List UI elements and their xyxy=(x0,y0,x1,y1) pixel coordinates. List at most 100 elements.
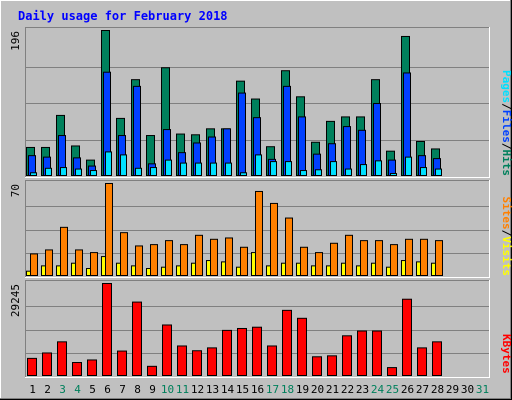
x-tick-label: 28 xyxy=(431,383,444,396)
bar-sites xyxy=(405,238,413,277)
x-tick-label: 12 xyxy=(191,383,204,396)
x-tick-label: 7 xyxy=(119,383,126,396)
y-axis-label: Sites/Visits xyxy=(500,197,512,277)
x-tick-label: 15 xyxy=(236,383,249,396)
bar-kbytes xyxy=(207,347,217,377)
y-axis-label-part: Pages xyxy=(500,70,512,103)
y-axis-label-part: / xyxy=(500,103,512,110)
bar-pages xyxy=(180,162,187,177)
bar-sites xyxy=(375,240,383,276)
y-axis-label: Pages/Files/Hits xyxy=(500,70,512,176)
bar-kbytes xyxy=(87,359,97,376)
bar-pages xyxy=(225,162,232,177)
panel-kbytes: 29245 KBytes xyxy=(9,280,512,378)
bar-pages xyxy=(165,159,172,176)
bar-kbytes xyxy=(297,317,307,377)
bar-kbytes xyxy=(432,341,442,377)
bar-pages xyxy=(60,167,67,176)
bar-pages xyxy=(330,161,337,176)
x-tick-label: 11 xyxy=(176,383,189,396)
bar-sites xyxy=(60,226,68,276)
bar-pages xyxy=(120,154,127,177)
bar-files xyxy=(133,85,141,176)
x-tick-label: 14 xyxy=(221,383,235,396)
bar-pages xyxy=(135,167,142,176)
bar-pages xyxy=(195,162,202,177)
x-tick-label: 23 xyxy=(356,383,369,396)
bar-sites xyxy=(240,246,248,276)
bar-sites xyxy=(165,240,173,276)
bar-sites xyxy=(180,244,188,277)
bar-sites xyxy=(435,240,443,276)
bar-pages xyxy=(390,173,397,176)
bar-sites xyxy=(120,232,128,277)
bar-sites xyxy=(255,190,263,277)
x-tick-label: 21 xyxy=(326,383,339,396)
bar-kbytes xyxy=(327,355,337,377)
bar-pages xyxy=(420,167,427,176)
panel-sites-visits: 70 Sites/Visits xyxy=(9,180,512,278)
bar-sites xyxy=(285,217,293,277)
bar-kbytes xyxy=(402,298,412,376)
x-tick-label: 24 xyxy=(371,383,385,396)
bar-pages xyxy=(255,154,262,177)
x-tick-label: 1 xyxy=(29,383,36,396)
x-tick-label: 18 xyxy=(281,383,294,396)
bar-pages xyxy=(45,167,52,176)
bar-kbytes xyxy=(162,324,172,376)
bar-kbytes xyxy=(42,352,52,377)
bar-sites xyxy=(300,246,308,276)
x-tick-label: 13 xyxy=(206,383,219,396)
y-axis-label-part: Hits xyxy=(500,150,512,177)
bar-pages xyxy=(375,160,382,177)
bar-sites xyxy=(420,238,428,277)
x-tick-label: 30 xyxy=(461,383,474,396)
bar-pages xyxy=(300,170,307,177)
x-tick-label: 17 xyxy=(266,383,279,396)
x-tick-label: 3 xyxy=(59,383,66,396)
y-axis-label-part: Visits xyxy=(500,236,512,276)
bar-kbytes xyxy=(57,341,67,377)
bar-kbytes xyxy=(177,345,187,377)
chart-title: Daily usage for February 2018 xyxy=(18,9,228,23)
bar-kbytes xyxy=(387,367,397,377)
x-tick-label: 25 xyxy=(386,383,399,396)
bar-kbytes xyxy=(27,357,37,376)
bar-kbytes xyxy=(252,326,262,377)
bar-kbytes xyxy=(342,335,352,376)
x-tick-label: 6 xyxy=(104,383,111,396)
bar-pages xyxy=(345,168,352,177)
bar-pages xyxy=(75,168,82,177)
bar-pages xyxy=(240,172,247,177)
bar-sites xyxy=(75,249,83,277)
bar-pages xyxy=(105,151,112,176)
bar-sites xyxy=(90,252,98,276)
bar-kbytes xyxy=(222,329,232,377)
x-tick-label: 26 xyxy=(401,383,414,396)
x-tick-label: 9 xyxy=(149,383,156,396)
x-tick-label: 27 xyxy=(416,383,429,396)
bar-kbytes xyxy=(192,350,202,377)
bar-kbytes xyxy=(282,309,292,376)
x-tick-label: 10 xyxy=(161,383,174,396)
bar-pages xyxy=(30,172,37,177)
x-tick-label: 16 xyxy=(251,383,264,396)
bar-kbytes xyxy=(267,345,277,377)
bar-sites xyxy=(210,238,218,277)
bar-pages xyxy=(315,169,322,176)
bar-files xyxy=(343,126,351,176)
bar-sites xyxy=(135,245,143,276)
bar-kbytes xyxy=(417,347,427,377)
y-axis-label-part: / xyxy=(500,143,512,150)
y-max-label: 196 xyxy=(9,31,22,51)
y-max-label: 29245 xyxy=(9,284,22,317)
bar-kbytes xyxy=(357,330,367,377)
bar-files xyxy=(238,92,246,176)
x-tick-label: 22 xyxy=(341,383,354,396)
x-tick-label: 19 xyxy=(296,383,309,396)
x-tick-label: 8 xyxy=(134,383,141,396)
bar-sites xyxy=(390,244,398,277)
y-axis-label: KBytes xyxy=(500,334,512,374)
bar-sites xyxy=(30,253,38,277)
